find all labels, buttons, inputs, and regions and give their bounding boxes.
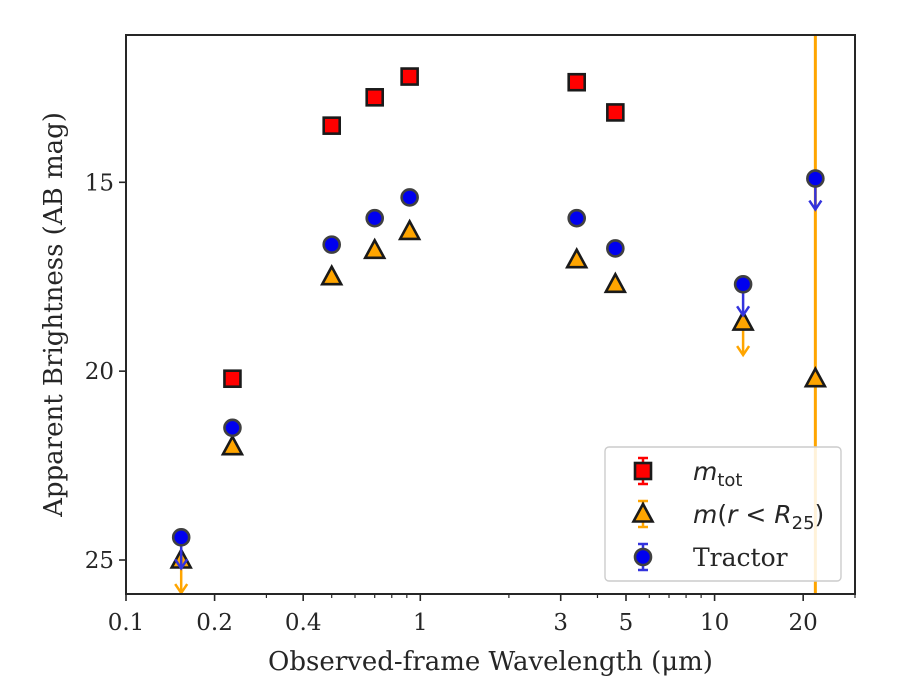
data-point-square bbox=[223, 369, 242, 389]
upper-limit-arrow-head bbox=[736, 305, 751, 318]
data-point-triangle bbox=[803, 365, 828, 388]
series-triangle bbox=[169, 35, 828, 596]
data-point-triangle bbox=[397, 218, 422, 241]
y-tick-label: 15 bbox=[85, 170, 114, 196]
data-point-circle bbox=[365, 208, 385, 228]
x-tick-label: 1 bbox=[413, 610, 428, 636]
legend-marker-circle bbox=[633, 547, 653, 567]
data-layer bbox=[169, 35, 828, 596]
x-tick-label: 5 bbox=[619, 610, 634, 636]
x-axis-title: Observed-frame Wavelength (μm) bbox=[268, 647, 713, 677]
data-point-square bbox=[322, 116, 342, 135]
legend-label-mr25: m(r < R25) bbox=[693, 500, 824, 534]
x-tick-label: 10 bbox=[700, 610, 729, 636]
data-point-triangle bbox=[565, 247, 589, 269]
data-point-square bbox=[400, 67, 419, 86]
data-point-circle bbox=[400, 188, 419, 207]
ticks-layer: 0.1 0.2 0.4 1 3 5 10 20 15 20 25 bbox=[85, 170, 856, 636]
upper-limit-arrow-head bbox=[736, 345, 751, 358]
legend-box bbox=[604, 446, 842, 582]
legend-label-mtot: mtot bbox=[693, 457, 743, 491]
data-point-triangle bbox=[363, 237, 387, 260]
data-point-circle bbox=[567, 208, 587, 228]
series-square bbox=[223, 67, 625, 389]
y-axis-title: Apparent Brightness (AB mag) bbox=[39, 112, 69, 518]
data-point-circle bbox=[223, 418, 242, 438]
series-circle bbox=[171, 169, 825, 571]
x-tick-label: 0.4 bbox=[285, 610, 322, 636]
plot-frame bbox=[125, 34, 856, 595]
legend-label-tractor: Tractor bbox=[693, 543, 788, 572]
x-tick-label: 0.2 bbox=[196, 610, 233, 636]
data-point-circle bbox=[606, 239, 625, 258]
data-point-square bbox=[606, 103, 625, 122]
data-point-square bbox=[567, 72, 587, 92]
data-point-triangle bbox=[603, 271, 628, 294]
y-tick-label: 20 bbox=[85, 359, 114, 385]
x-tick-label: 0.1 bbox=[108, 610, 145, 636]
x-tick-label: 3 bbox=[553, 610, 568, 636]
data-point-triangle bbox=[731, 309, 755, 331]
legend-marker-triangle bbox=[631, 501, 655, 523]
upper-limit-arrow-head bbox=[174, 558, 189, 571]
data-point-triangle bbox=[220, 433, 245, 456]
data-point-circle bbox=[322, 235, 342, 254]
data-point-square bbox=[365, 88, 385, 107]
y-tick-label: 25 bbox=[85, 548, 114, 574]
data-point-circle bbox=[806, 169, 825, 188]
data-point-circle bbox=[171, 528, 191, 547]
upper-limit-arrow-head bbox=[808, 199, 823, 212]
data-point-circle bbox=[733, 274, 753, 294]
legend: mtot m(r < R25) Tractor bbox=[604, 446, 842, 582]
legend-marker-square bbox=[633, 461, 653, 481]
x-tick-label: 20 bbox=[789, 610, 818, 636]
data-point-triangle bbox=[320, 264, 344, 286]
